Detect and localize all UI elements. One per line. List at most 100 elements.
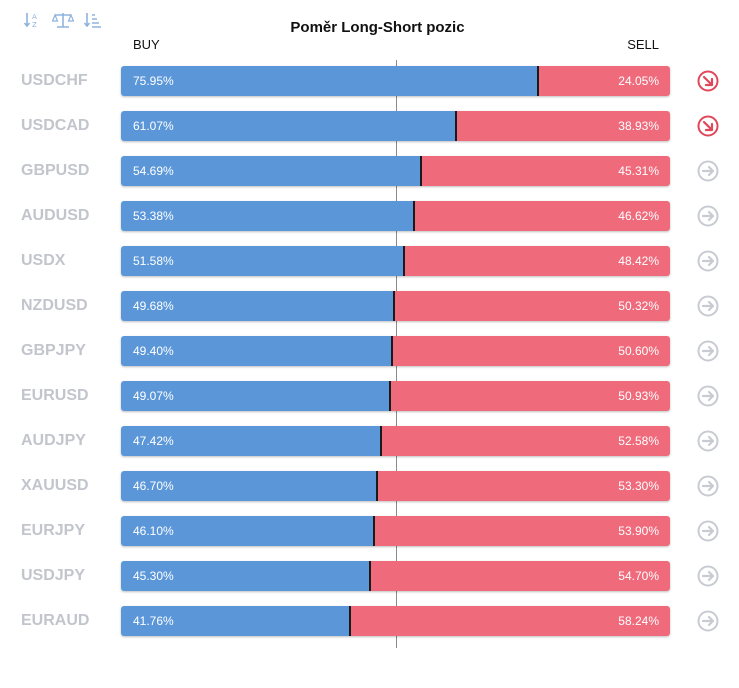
buy-bar — [121, 426, 382, 456]
sell-bar — [392, 336, 670, 366]
buy-value-label: 49.68% — [133, 299, 174, 313]
ratio-bar[interactable]: 61.07% 38.93% — [121, 111, 670, 141]
buy-bar — [121, 246, 405, 276]
buy-bar — [121, 516, 375, 546]
symbol-label: EURJPY — [21, 522, 86, 539]
toolbar: A Z — [22, 9, 104, 31]
sell-bar — [390, 381, 670, 411]
sort-amount-icon[interactable] — [82, 9, 104, 31]
buy-header: BUY — [133, 37, 160, 52]
symbol-label: XAUUSD — [21, 477, 89, 494]
bar-divider — [368, 561, 371, 591]
chart-row: USDJPY 45.30% 54.70% — [0, 561, 739, 591]
bar-divider — [403, 246, 406, 276]
buy-value-label: 54.69% — [133, 164, 174, 178]
ratio-bar[interactable]: 49.68% 50.32% — [121, 291, 670, 321]
sell-bar — [393, 291, 670, 321]
sell-bar — [421, 156, 670, 186]
bar-divider — [373, 516, 376, 546]
trend-right-icon[interactable] — [697, 430, 719, 452]
trend-right-icon[interactable] — [697, 205, 719, 227]
trend-right-icon[interactable] — [697, 340, 719, 362]
trend-right-icon[interactable] — [697, 250, 719, 272]
ratio-bar[interactable]: 47.42% 52.58% — [121, 426, 670, 456]
trend-right-icon[interactable] — [697, 385, 719, 407]
svg-text:Z: Z — [32, 21, 37, 29]
balance-scale-icon[interactable] — [52, 9, 74, 31]
buy-value-label: 61.07% — [133, 119, 174, 133]
ratio-bar[interactable]: 75.95% 24.05% — [121, 66, 670, 96]
bar-divider — [536, 66, 539, 96]
sell-bar — [456, 111, 670, 141]
sell-value-label: 52.58% — [618, 434, 659, 448]
sell-value-label: 58.24% — [618, 614, 659, 628]
chart-row: GBPUSD 54.69% 45.31% — [0, 156, 739, 186]
symbol-label: USDCAD — [21, 117, 90, 134]
bar-divider — [413, 201, 416, 231]
trend-right-icon[interactable] — [697, 475, 719, 497]
bar-divider — [389, 381, 392, 411]
chart-row: GBPJPY 49.40% 50.60% — [0, 336, 739, 366]
chart-row: USDX 51.58% 48.42% — [0, 246, 739, 276]
sell-bar — [537, 66, 670, 96]
chart-row: USDCAD 61.07% 38.93% — [0, 111, 739, 141]
buy-bar — [121, 66, 538, 96]
buy-bar — [121, 111, 457, 141]
buy-value-label: 46.10% — [133, 524, 174, 538]
chart-row: XAUUSD 46.70% 53.30% — [0, 471, 739, 501]
ratio-bar[interactable]: 46.10% 53.90% — [121, 516, 670, 546]
sort-alpha-icon[interactable]: A Z — [22, 9, 44, 31]
buy-value-label: 47.42% — [133, 434, 174, 448]
ratio-bar[interactable]: 45.30% 54.70% — [121, 561, 670, 591]
sell-value-label: 53.30% — [618, 479, 659, 493]
svg-text:A: A — [32, 13, 37, 21]
buy-value-label: 51.58% — [133, 254, 174, 268]
sell-bar — [404, 246, 670, 276]
symbol-label: AUDJPY — [21, 432, 86, 449]
symbol-label: GBPJPY — [21, 342, 86, 359]
sell-bar — [377, 471, 670, 501]
buy-value-label: 53.38% — [133, 209, 174, 223]
sell-bar — [350, 606, 670, 636]
chart-row: EURUSD 49.07% 50.93% — [0, 381, 739, 411]
chart-row: USDCHF 75.95% 24.05% — [0, 66, 739, 96]
chart-row: NZDUSD 49.68% 50.32% — [0, 291, 739, 321]
buy-bar — [121, 471, 378, 501]
symbol-label: AUDUSD — [21, 207, 90, 224]
ratio-bar[interactable]: 46.70% 53.30% — [121, 471, 670, 501]
symbol-label: EURAUD — [21, 612, 90, 629]
trend-right-icon[interactable] — [697, 520, 719, 542]
sell-header: SELL — [627, 37, 659, 52]
symbol-label: USDX — [21, 252, 66, 269]
buy-bar — [121, 561, 370, 591]
sell-value-label: 46.62% — [618, 209, 659, 223]
chart-row: EURJPY 46.10% 53.90% — [0, 516, 739, 546]
trend-down-right-icon[interactable] — [697, 70, 719, 92]
symbol-label: GBPUSD — [21, 162, 90, 179]
sell-bar — [381, 426, 670, 456]
trend-right-icon[interactable] — [697, 565, 719, 587]
symbol-label: USDCHF — [21, 72, 88, 89]
bar-divider — [349, 606, 352, 636]
ratio-bar[interactable]: 41.76% 58.24% — [121, 606, 670, 636]
buy-bar — [121, 336, 393, 366]
ratio-bar[interactable]: 49.07% 50.93% — [121, 381, 670, 411]
ratio-bar[interactable]: 51.58% 48.42% — [121, 246, 670, 276]
ratio-bar[interactable]: 49.40% 50.60% — [121, 336, 670, 366]
buy-value-label: 49.40% — [133, 344, 174, 358]
bar-divider — [455, 111, 458, 141]
sell-value-label: 50.60% — [618, 344, 659, 358]
symbol-label: EURUSD — [21, 387, 89, 404]
trend-right-icon[interactable] — [697, 160, 719, 182]
buy-bar — [121, 606, 351, 636]
sell-value-label: 53.90% — [618, 524, 659, 538]
ratio-bar[interactable]: 53.38% 46.62% — [121, 201, 670, 231]
bar-divider — [376, 471, 379, 501]
trend-down-right-icon[interactable] — [697, 115, 719, 137]
trend-right-icon[interactable] — [697, 295, 719, 317]
trend-right-icon[interactable] — [697, 610, 719, 632]
ratio-bar[interactable]: 54.69% 45.31% — [121, 156, 670, 186]
bar-divider — [392, 291, 395, 321]
chart-title: Poměr Long-Short pozic — [290, 19, 465, 36]
chart-row: AUDJPY 47.42% 52.58% — [0, 426, 739, 456]
